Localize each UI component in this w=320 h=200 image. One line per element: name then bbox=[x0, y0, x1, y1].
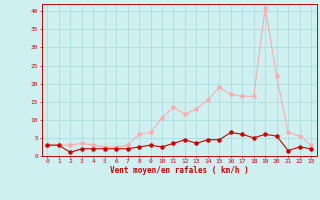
X-axis label: Vent moyen/en rafales ( km/h ): Vent moyen/en rafales ( km/h ) bbox=[110, 166, 249, 175]
